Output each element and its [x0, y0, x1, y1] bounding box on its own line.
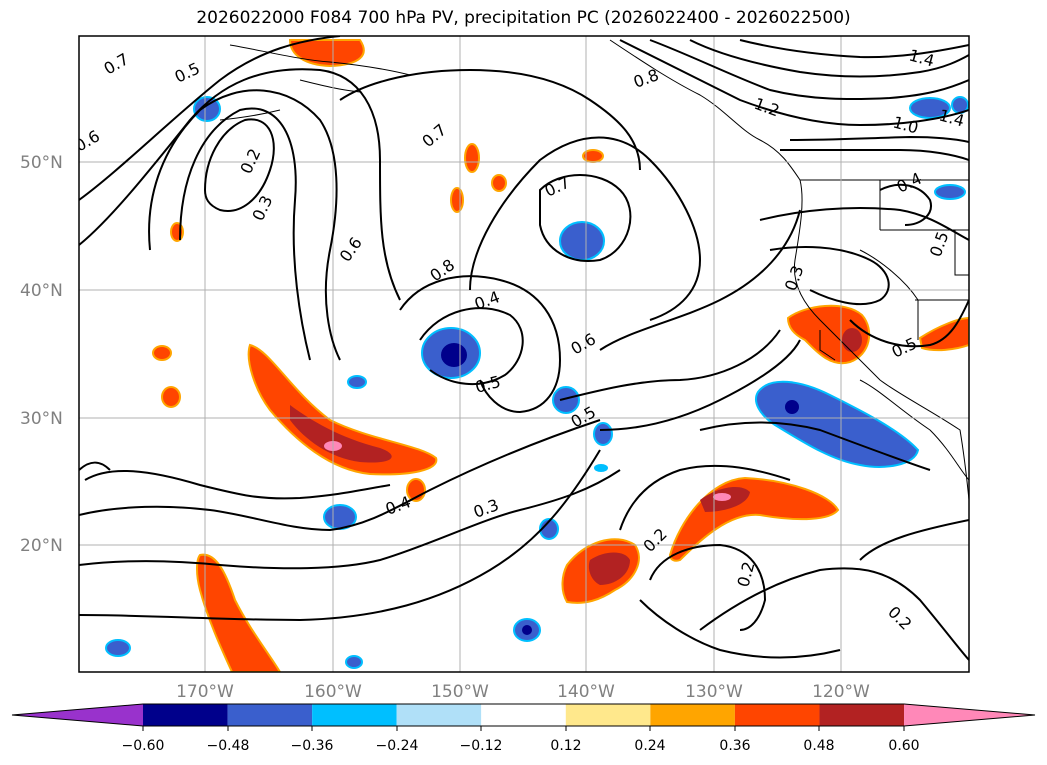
lat-labels: 50°N 40°N 30°N 20°N	[20, 153, 63, 556]
colorbar-tick-label: 0.36	[719, 738, 750, 754]
lat-label: 40°N	[20, 281, 63, 301]
lon-label: 170°W	[176, 682, 234, 702]
colorbar-segment	[143, 704, 228, 726]
map-area: 0.7 0.5 0.6 0.2 0.3 0.7 0.6 0.8 0.4 0.5 …	[79, 36, 969, 672]
colorbar-tick-label: 0.48	[803, 738, 834, 754]
lat-label: 20°N	[20, 536, 63, 556]
colorbar-segments	[11, 703, 1036, 727]
colorbar-tick-label: −0.60	[122, 738, 165, 754]
colorbar-segment	[312, 704, 397, 726]
colorbar-tick-label: −0.36	[291, 738, 334, 754]
lon-label: 140°W	[557, 682, 615, 702]
coastlines	[219, 39, 969, 501]
colorbar-segment	[396, 704, 482, 726]
lat-label: 30°N	[20, 409, 63, 429]
colorbar-tick-label: −0.12	[460, 738, 503, 754]
lat-label: 50°N	[20, 153, 63, 173]
lon-labels: 170°W 160°W 150°W 140°W 130°W 120°W	[176, 682, 870, 702]
map-title: 2026022000 F084 700 hPa PV, precipitatio…	[196, 8, 851, 28]
map-frame	[78, 35, 970, 673]
negative-precip-patches	[105, 96, 969, 669]
colorbar: −0.60 −0.48 −0.36 −0.24 −0.12 0.12 0.24 …	[11, 703, 1036, 754]
colorbar-segment	[904, 704, 1035, 726]
lon-label: 120°W	[812, 682, 870, 702]
colorbar-segment	[734, 704, 820, 726]
colorbar-segment	[819, 704, 905, 726]
colorbar-tick-label: −0.24	[376, 738, 419, 754]
colorbar-segment	[481, 704, 566, 726]
colorbar-segment	[227, 704, 313, 726]
colorbar-segment	[12, 704, 143, 726]
lon-label: 160°W	[304, 682, 362, 702]
pv-contours	[79, 36, 969, 661]
colorbar-segment	[650, 704, 735, 726]
positive-precip-patches	[152, 39, 969, 672]
colorbar-ticks: −0.60 −0.48 −0.36 −0.24 −0.12 0.12 0.24 …	[122, 726, 920, 754]
colorbar-tick-label: 0.24	[634, 738, 665, 754]
colorbar-tick-label: 0.12	[550, 738, 581, 754]
colorbar-tick-label: 0.60	[888, 738, 919, 754]
colorbar-segment	[565, 704, 651, 726]
lon-label: 150°W	[431, 682, 489, 702]
colorbar-tick-label: −0.48	[207, 738, 250, 754]
lon-label: 130°W	[685, 682, 743, 702]
